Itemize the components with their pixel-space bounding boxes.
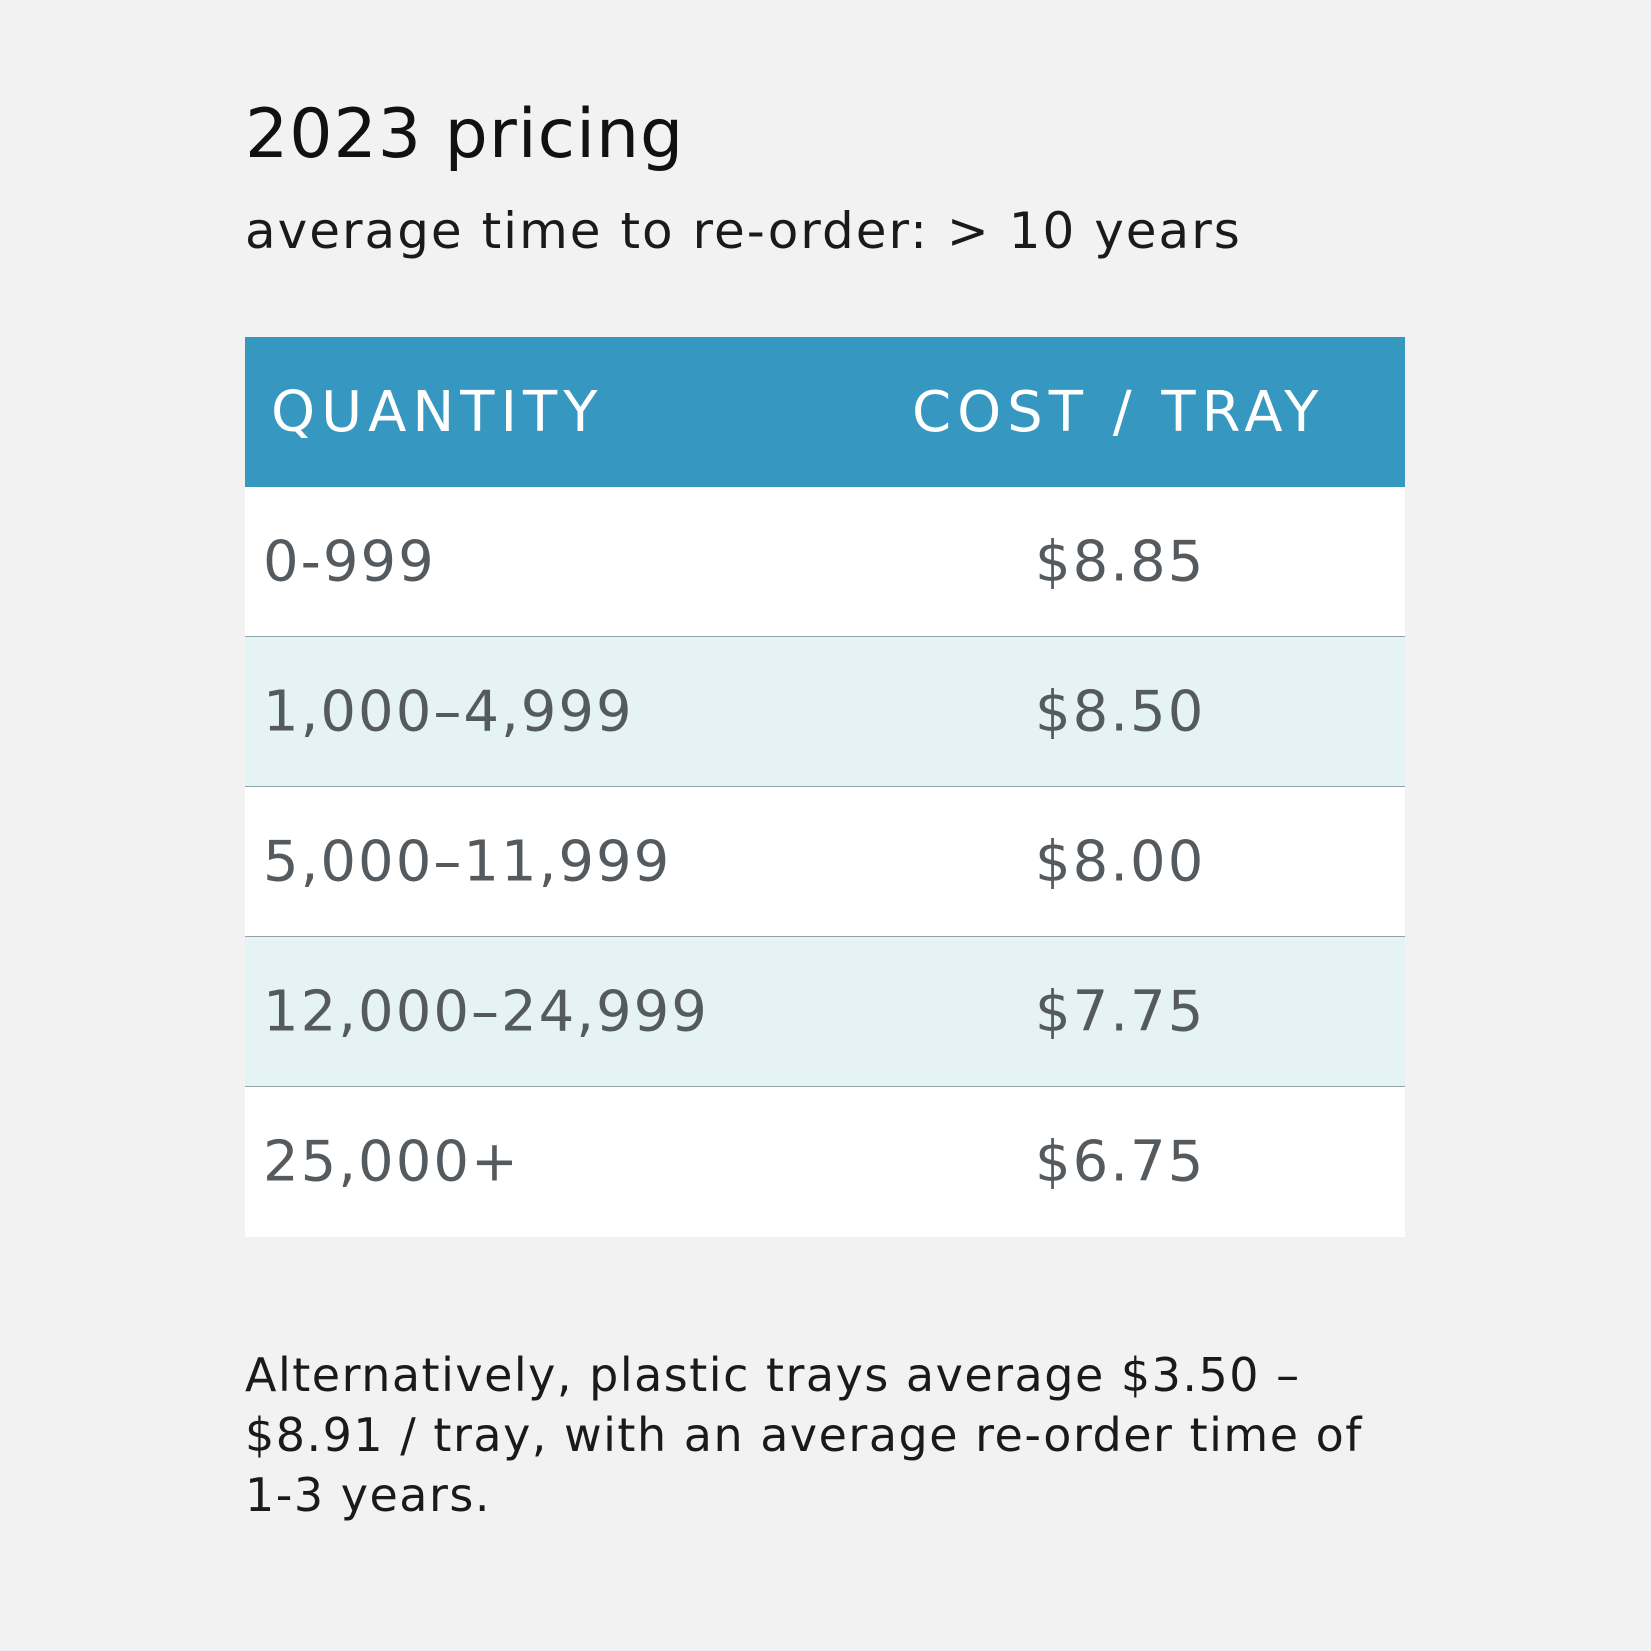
footnote-line: 1-3 years. [245, 1468, 491, 1522]
page-subtitle: average time to re-order: > 10 years [245, 202, 1242, 260]
cost-cell: $8.00 [1035, 829, 1206, 894]
table-row: 5,000–11,999 $8.00 [245, 787, 1405, 937]
cost-cell: $6.75 [1035, 1129, 1206, 1195]
quantity-cell: 0-999 [263, 529, 436, 594]
table-row: 12,000–24,999 $7.75 [245, 937, 1405, 1087]
table-header: QUANTITY COST / TRAY [245, 337, 1405, 487]
footnote: Alternatively, plastic trays average $3.… [245, 1345, 1375, 1525]
table-row: 0-999 $8.85 [245, 487, 1405, 637]
quantity-cell: 12,000–24,999 [263, 979, 709, 1044]
quantity-cell: 5,000–11,999 [263, 829, 672, 894]
table-row: 25,000+ $6.75 [245, 1087, 1405, 1237]
table-row: 1,000–4,999 $8.50 [245, 637, 1405, 787]
footnote-line: Alternatively, plastic trays average $3.… [245, 1348, 1301, 1402]
cost-cell: $8.85 [1035, 529, 1206, 594]
cost-cell: $8.50 [1035, 679, 1206, 744]
column-header-cost: COST / TRAY [912, 379, 1325, 445]
quantity-cell: 1,000–4,999 [263, 679, 634, 744]
quantity-cell: 25,000+ [263, 1129, 520, 1195]
page-title: 2023 pricing [245, 95, 685, 174]
cost-cell: $7.75 [1035, 979, 1206, 1044]
footnote-line: $8.91 / tray, with an average re-order t… [245, 1408, 1363, 1462]
column-header-quantity: QUANTITY [271, 379, 604, 445]
pricing-table: QUANTITY COST / TRAY 0-999 $8.85 1,000–4… [245, 337, 1405, 1237]
